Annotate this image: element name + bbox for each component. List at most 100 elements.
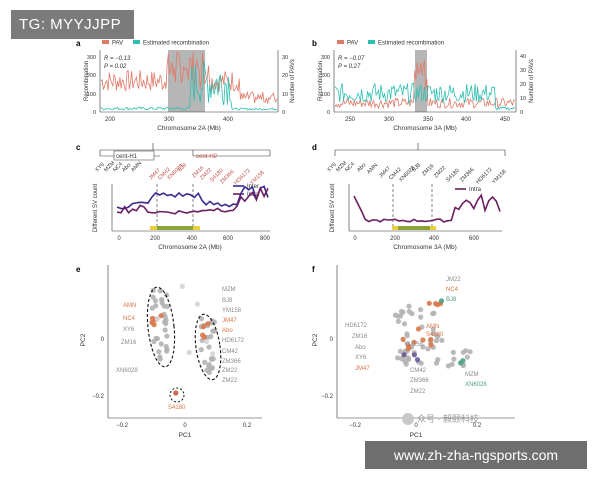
panel-a-stat-p: P = 0.02 [104, 64, 127, 70]
accession-label: MZM [465, 372, 479, 378]
accession-label: BJ8 [446, 297, 457, 303]
y-axis-title: PC2 [80, 333, 87, 346]
accession-label: S4180 [445, 168, 460, 183]
cent-h2-label: cent-H2 [196, 154, 218, 160]
x-tick-label: 600 [223, 236, 234, 242]
scatter-point [406, 303, 412, 309]
inter-series-line [116, 185, 269, 210]
scatter-point [411, 339, 417, 345]
panel-b-stat-r: R = −0.07 [338, 56, 365, 62]
scatter-point [406, 308, 412, 315]
scatter-point [403, 361, 409, 367]
centromere-core-bar [157, 226, 193, 230]
y-right-tick-label: 10 [520, 96, 526, 102]
pav-legend-swatch [102, 40, 109, 44]
scatter-point [464, 354, 470, 360]
scatter-point [418, 307, 424, 313]
x-tick-label: 400 [461, 117, 472, 123]
x-tick-label: 250 [345, 117, 356, 123]
scatter-point [450, 349, 456, 355]
recombination-series-line [334, 82, 516, 111]
accession-label: CM42 [410, 368, 427, 374]
scatter-point [164, 333, 170, 339]
panel-f: f JM22 NC4 BJ8 HD6172 ZM16 Abo XY6 JM47 … [312, 265, 515, 439]
scatter-point [404, 331, 410, 337]
watermark: 众号 · 毅颐科技 [402, 413, 479, 425]
scatter-point [157, 288, 163, 294]
scatter-point [151, 338, 157, 345]
scatter-point [163, 343, 169, 350]
panel-a: a PAV Estimated recombination R = −0.13 … [76, 39, 296, 132]
scatter-point [157, 356, 163, 362]
y-right-tick-label: 0 [520, 110, 523, 116]
scatter-point [420, 344, 426, 350]
accession-label: AMN [130, 161, 143, 174]
y-axis-title: Different SV count [330, 183, 336, 232]
top-label-banner: TG: MYYJJPP [11, 10, 134, 39]
y-tick-label: 300 [321, 55, 330, 61]
scatter-point [431, 310, 437, 316]
scatter-point [395, 318, 401, 324]
x-tick-label: 200 [150, 236, 161, 242]
y-tick-label: 300 [87, 55, 96, 61]
scatter-point [163, 320, 169, 327]
y-right-tick-label: 0 [282, 110, 285, 116]
pav-legend-swatch [337, 40, 344, 44]
scatter-point [211, 328, 217, 334]
accession-label: ZM22 [222, 378, 238, 384]
x-tick-label: 0.2 [473, 423, 482, 429]
scatter-point [460, 349, 466, 355]
x-axis-title: Chromosome 3A (Mb) [393, 244, 457, 251]
accession-label: NC4 [123, 316, 136, 322]
accession-label: ZM366 [410, 378, 429, 384]
x-tick-label: 400 [429, 236, 440, 242]
y-right-tick-label: 40 [520, 54, 526, 60]
intra-series-line [116, 186, 269, 215]
scatter-point [398, 308, 405, 315]
y-tick-label: 0 [101, 337, 105, 343]
x-tick-label: −0.2 [349, 423, 362, 429]
scatter-point [210, 351, 216, 357]
scatter-point [164, 303, 170, 310]
scatter-point [415, 326, 422, 332]
scatter-point [154, 336, 160, 342]
scatter-point [198, 347, 204, 353]
scatter-point [203, 339, 209, 345]
x-tick-label: −0.2 [116, 423, 129, 429]
scatter-point [206, 344, 212, 350]
y-tick-label: 200 [321, 73, 330, 79]
scatter-point [414, 357, 421, 363]
scatter-point [411, 352, 417, 358]
y-right-tick-label: 10 [282, 92, 288, 98]
y-axis-title: Recombination [318, 61, 324, 101]
accession-label: YM158 [491, 169, 508, 186]
scatter-point [435, 334, 441, 340]
panel-a-letter: a [76, 39, 81, 48]
y-right-axis-title: Number of PAVs [290, 59, 296, 103]
pav-series-line [334, 60, 516, 110]
footer-url-banner[interactable]: www.zh-zha-ngsports.com [365, 441, 587, 469]
panel-d: d XY6 MZM NC4 Abo AMN JM47 CM42 XN6028 B… [312, 143, 508, 251]
scatter-point [179, 283, 185, 289]
accession-label: ZM366 [222, 359, 241, 365]
scatter-point [186, 349, 192, 355]
scatter-point [425, 346, 431, 352]
scatter-point [154, 316, 160, 322]
y-right-tick-label: 20 [520, 82, 526, 88]
watermark-text: 众号 · 毅颐科技 [417, 413, 479, 424]
scatter-point [202, 359, 208, 365]
x-tick-label: 400 [223, 117, 234, 123]
scatter-point [418, 314, 424, 320]
scatter-point [433, 360, 440, 366]
scatter-point [445, 363, 451, 369]
wechat-icon [402, 413, 414, 425]
scatter-point [401, 352, 407, 358]
x-axis-title: Chromosome 2A (Mb) [158, 244, 222, 251]
scatter-point [406, 343, 412, 349]
accession-label: Abo [356, 162, 367, 173]
x-tick-label: 800 [260, 236, 271, 242]
accession-label: ZM22 [433, 165, 447, 179]
accession-label: AMN [426, 324, 439, 330]
accession-label: XN6028 [116, 368, 138, 374]
